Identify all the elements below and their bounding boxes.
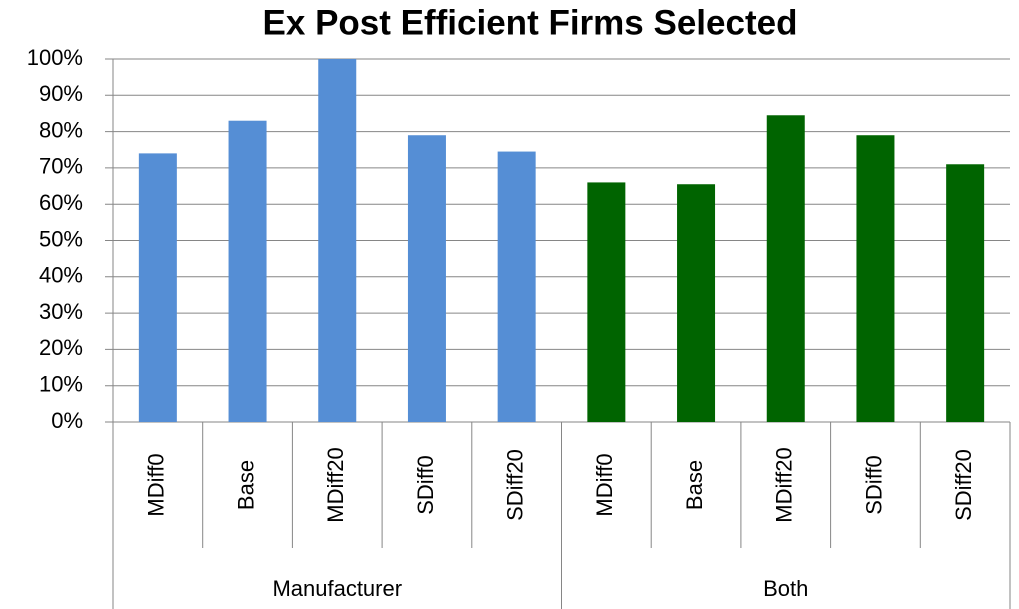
y-tick-label: 40% [39, 263, 83, 288]
y-tick-label: 30% [39, 299, 83, 324]
bar [766, 115, 805, 422]
bar [138, 153, 177, 422]
y-tick-label: 10% [39, 372, 83, 397]
bar [587, 182, 626, 422]
chart-title: Ex Post Efficient Firms Selected [263, 3, 798, 42]
y-tick-label: 60% [39, 190, 83, 215]
x-tick-label: Base [233, 460, 258, 510]
x-tick-label: Base [682, 460, 707, 510]
x-tick-label: MDiff0 [592, 453, 617, 516]
y-tick-label: 50% [39, 226, 83, 251]
y-tick-label: 20% [39, 335, 83, 360]
y-tick-label: 70% [39, 154, 83, 179]
y-tick-label: 90% [39, 81, 83, 106]
x-tick-label: SDiff20 [951, 449, 976, 521]
group-label: Manufacturer [272, 576, 402, 601]
bar [677, 184, 716, 422]
x-tick-label: MDiff20 [772, 447, 797, 522]
x-tick-label: SDiff0 [413, 455, 438, 515]
group-label: Both [763, 576, 808, 601]
y-tick-label: 100% [27, 45, 83, 70]
y-tick-label: 0% [51, 408, 83, 433]
x-tick-label: MDiff20 [323, 447, 348, 522]
x-tick-label: MDiff0 [144, 453, 169, 516]
bar [228, 120, 267, 423]
x-tick-label: SDiff0 [861, 455, 886, 515]
bar [946, 164, 985, 422]
bar [856, 135, 895, 423]
y-tick-label: 80% [39, 117, 83, 142]
bar [318, 59, 357, 422]
bar [497, 151, 536, 422]
bar [407, 135, 446, 423]
x-tick-label: SDiff20 [502, 449, 527, 521]
